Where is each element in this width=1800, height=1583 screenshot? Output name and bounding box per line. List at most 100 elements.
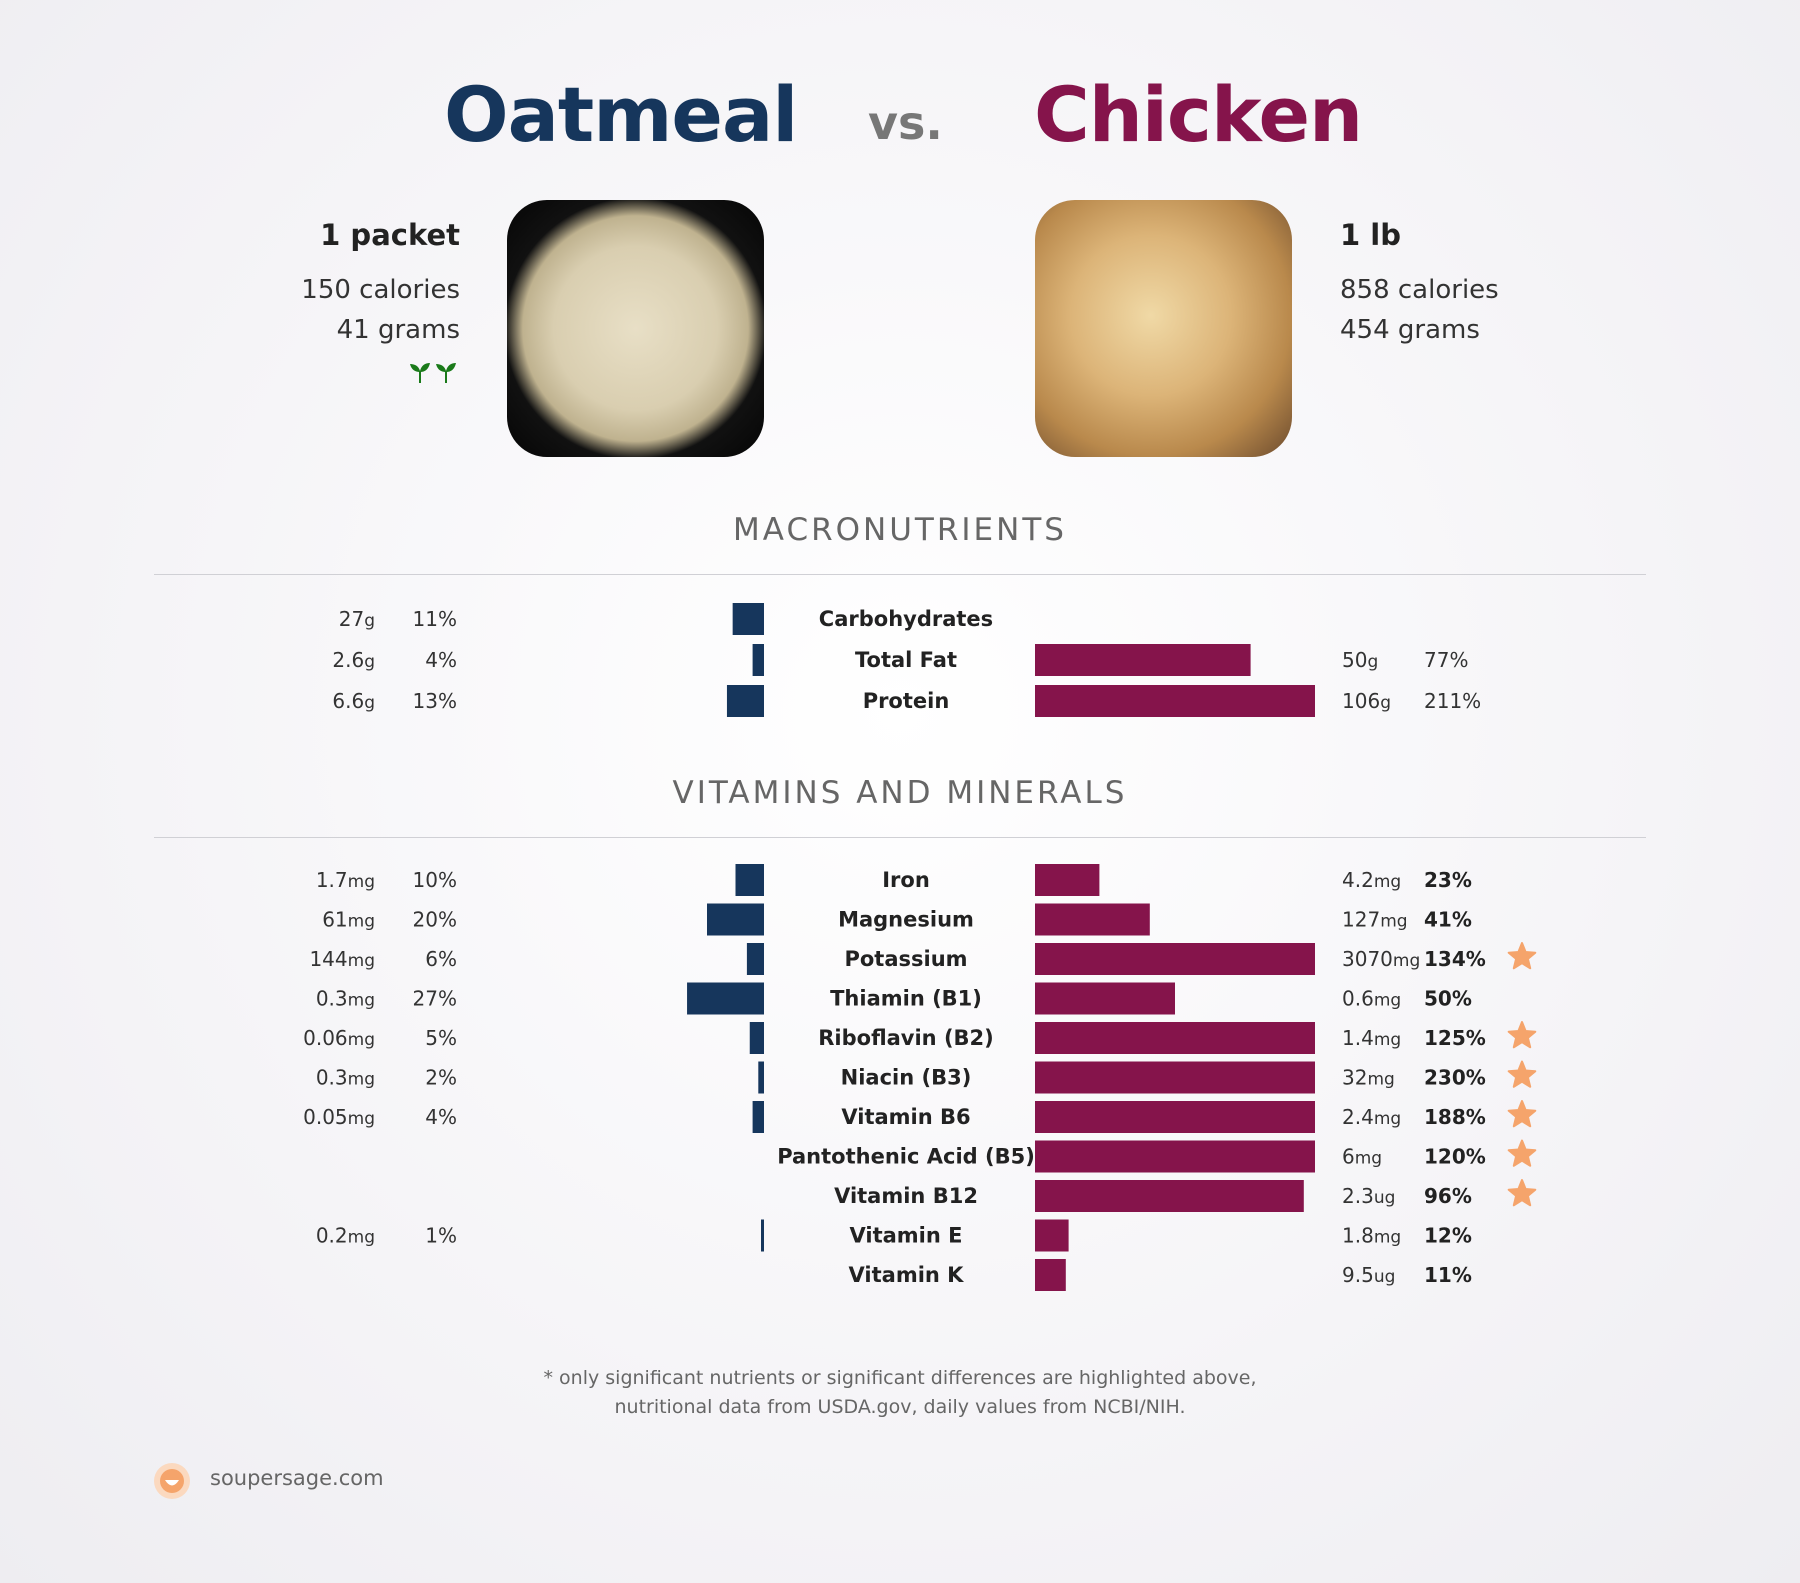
vitamin-right-bar [1035,1101,1315,1133]
macronutrients-divider [154,574,1646,575]
vitamin-left-bar [761,1219,764,1252]
vitamin-left-percent: 20% [413,908,457,932]
vitamin-right-bar [1035,1061,1315,1094]
macro-right-bar [1035,644,1251,676]
vitamin-right-amount: 2.3ug [1342,1184,1395,1208]
vitamin-left-percent: 10% [413,868,457,892]
vitamin-left-amount: 0.3mg [316,987,375,1011]
vitamin-left-percent: 5% [425,1026,457,1050]
vitamin-right-amount: 3070mg [1342,947,1420,971]
chicken-photo [1035,200,1292,457]
vitamin-right-percent: 230% [1424,1066,1486,1090]
vitamin-right-amount: 32mg [1342,1066,1395,1090]
macro-left-percent: 11% [413,607,457,631]
title-left-food: Oatmeal [444,70,798,159]
vitamin-left-percent: 27% [413,987,457,1011]
footnote: * only significant nutrients or signific… [0,1364,1800,1422]
vitamin-nutrient-name: Vitamin E [850,1224,963,1248]
macronutrients-heading: MACRONUTRIENTS [733,512,1067,548]
vitamin-right-percent: 96% [1424,1184,1472,1208]
title-vs: vs. [868,96,943,150]
vitamin-left-percent: 2% [425,1066,457,1090]
vitamin-nutrient-name: Thiamin (B1) [830,987,982,1011]
vitamin-right-bar [1035,1180,1304,1212]
macro-left-amount: 6.6g [332,689,375,713]
right-calories: 858 calories [1340,275,1499,305]
vitamin-star-icon [1507,942,1537,970]
vitamin-right-bar [1035,1259,1066,1291]
vitamin-nutrient-name: Vitamin B6 [841,1105,970,1129]
vitamin-nutrient-name: Magnesium [838,908,974,932]
vitamin-left-amount: 144mg [309,947,375,971]
vitamin-right-bar [1035,903,1150,936]
vitamin-left-bar [746,943,764,975]
vitamin-left-bar [707,903,764,936]
brand-link[interactable]: soupersage.com [210,1466,384,1490]
left-calories: 150 calories [301,275,460,305]
macro-left-percent: 13% [413,689,457,713]
vitamin-left-bar [735,864,764,896]
vitamin-star-icon [1507,1100,1537,1128]
title-right-food: Chicken [1034,70,1363,159]
vitamin-right-percent: 120% [1424,1145,1486,1169]
vitamin-left-bar [758,1061,764,1094]
vitamin-right-percent: 125% [1424,1026,1486,1050]
vitamin-right-bar [1035,943,1315,975]
vitamin-right-bar [1035,1219,1069,1252]
footnote-line-1: * only significant nutrients or signific… [543,1367,1257,1389]
vitamin-star-icon [1507,1021,1537,1049]
macro-right-amount: 50g [1342,648,1378,672]
macro-right-percent: 211% [1424,689,1481,713]
vitamin-right-bar [1035,1022,1315,1054]
sprout-icon [408,360,460,388]
vitamin-right-bar [1035,1140,1315,1173]
macro-left-bar [732,603,764,635]
vitamin-left-bar [749,1022,764,1054]
vitamin-left-percent: 4% [425,1105,457,1129]
footnote-line-2: nutritional data from USDA.gov, daily va… [614,1396,1186,1418]
vitamin-nutrient-name: Potassium [844,947,967,971]
vitamin-nutrient-name: Niacin (B3) [841,1066,972,1090]
soupersage-logo-icon [152,1461,192,1505]
vitamin-left-amount: 0.06mg [303,1026,375,1050]
macro-right-bar [1035,685,1315,717]
vitamin-right-amount: 2.4mg [1342,1105,1401,1129]
macro-right-percent: 77% [1424,648,1468,672]
macro-left-bar [752,644,764,676]
left-grams: 41 grams [336,315,460,345]
vitamin-right-percent: 134% [1424,947,1486,971]
vitamin-right-amount: 1.4mg [1342,1026,1401,1050]
macro-left-amount: 27g [339,607,375,631]
vitamin-right-amount: 1.8mg [1342,1224,1401,1248]
left-serving-size: 1 packet [320,218,460,252]
vitamin-right-percent: 188% [1424,1105,1486,1129]
vitamin-star-icon [1507,1060,1537,1088]
vitamin-right-percent: 12% [1424,1224,1472,1248]
vitamin-left-amount: 0.2mg [316,1224,375,1248]
vitamin-right-amount: 6mg [1342,1145,1382,1169]
vitamin-right-amount: 4.2mg [1342,868,1401,892]
macro-right-amount: 106g [1342,689,1391,713]
vitamin-left-amount: 61mg [322,908,375,932]
vitamin-right-amount: 9.5ug [1342,1263,1395,1287]
right-serving-size: 1 lb [1340,218,1401,252]
vitamin-right-percent: 41% [1424,908,1472,932]
vitamin-right-amount: 0.6mg [1342,987,1401,1011]
macro-nutrient-name: Total Fat [855,648,957,672]
right-grams: 454 grams [1340,315,1480,345]
vitamin-left-amount: 0.3mg [316,1066,375,1090]
vitamin-left-percent: 6% [425,947,457,971]
macro-left-percent: 4% [425,648,457,672]
vitamin-right-amount: 127mg [1342,908,1408,932]
vitamins-heading: VITAMINS AND MINERALS [672,775,1128,811]
vitamin-nutrient-name: Vitamin B12 [834,1184,978,1208]
vitamin-nutrient-name: Iron [882,868,930,892]
oatmeal-photo [507,200,764,457]
vitamin-right-percent: 50% [1424,987,1472,1011]
vitamin-left-amount: 0.05mg [303,1105,375,1129]
macro-nutrient-name: Carbohydrates [819,607,993,631]
vitamins-divider [154,837,1646,838]
vitamin-left-amount: 1.7mg [316,868,375,892]
vitamin-right-percent: 23% [1424,868,1472,892]
